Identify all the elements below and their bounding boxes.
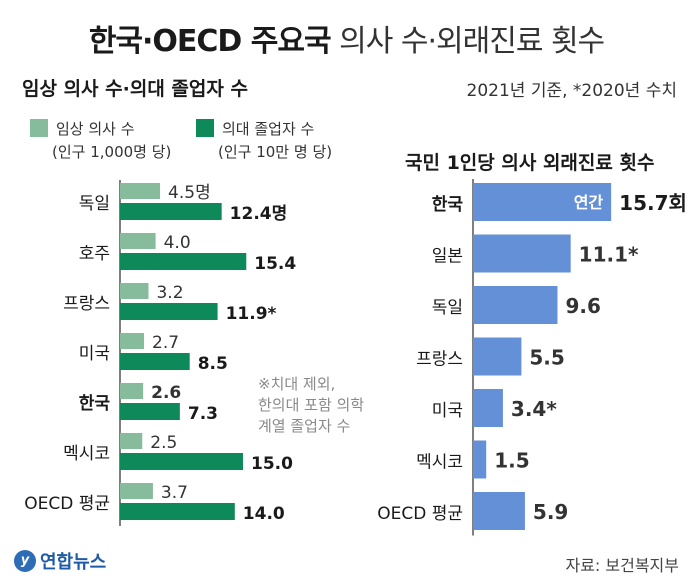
yonhap-logo: y 연합뉴스: [14, 548, 106, 574]
bar-doctors-label: 3.2: [156, 283, 183, 303]
right-category-label: 미국: [432, 401, 463, 421]
bar-graduates-label: 15.0: [251, 454, 293, 474]
bar-visits: [473, 286, 558, 324]
bar-doctors-label: 2.5: [150, 433, 177, 453]
bar-visits-label: 9.6: [565, 294, 600, 318]
logo-mark: y: [14, 550, 36, 572]
right-category-label: 멕시코: [416, 453, 463, 473]
left-category-label: OECD 평균: [24, 494, 110, 514]
source-note: 자료: 보건복지부: [565, 556, 679, 575]
bar-visits-label: 1.5: [494, 449, 529, 473]
bar-visits-label: 15.7회: [619, 191, 687, 215]
title-regular: 의사 수·외래진료 횟수: [339, 24, 605, 59]
bar-visits-label: 5.9: [533, 500, 568, 524]
footnote-line-2: 한의대 포함 의학: [258, 396, 365, 414]
bar-graduates: [120, 203, 222, 220]
left-category-label: 미국: [79, 344, 110, 364]
bar-doctors: [120, 433, 143, 449]
bar-graduates-label: 7.3: [188, 404, 218, 424]
bar-doctors: [120, 333, 145, 349]
basis-note: 2021년 기준, *2020년 수치: [466, 81, 677, 101]
bar-doctors: [120, 233, 156, 249]
legend-doctors-label: 임상 의사 수: [56, 120, 135, 138]
left-category-label: 독일: [79, 194, 110, 214]
bar-graduates: [120, 503, 235, 520]
bar-doctors: [120, 183, 161, 199]
legend-graduates-unit: (인구 10만 명 당): [218, 143, 333, 161]
right-category-label: OECD 평균: [377, 504, 463, 524]
right-category-label: 일본: [432, 247, 463, 267]
logo-name: 연합뉴스: [40, 552, 107, 573]
bar-visits: [473, 337, 522, 376]
bar-visits: [473, 183, 612, 221]
left-category-label: 호주: [79, 244, 110, 264]
legend-doctors-unit: (인구 1,000명 당): [52, 143, 172, 161]
bar-visits: [473, 492, 525, 530]
bar-graduates: [120, 403, 180, 420]
bar-visits-label: 11.1*: [579, 243, 639, 267]
left-category-label: 한국: [79, 394, 111, 414]
bar-graduates-label: 15.4: [254, 254, 296, 274]
right-category-label: 독일: [432, 298, 463, 318]
right-category-label: 한국: [432, 195, 464, 215]
legend-swatch-doctors: [30, 119, 48, 137]
bar-doctors-label: 4.0: [164, 233, 191, 253]
left-category-label: 프랑스: [63, 294, 110, 314]
footnote-line-1: ※치대 제외,: [258, 375, 336, 393]
left-category-label: 멕시코: [63, 444, 110, 464]
bar-visits: [473, 440, 487, 479]
bar-graduates: [120, 453, 243, 470]
bar-graduates: [120, 303, 218, 320]
bar-doctors-label: 3.7: [161, 483, 188, 503]
bar-graduates: [120, 253, 247, 270]
bar-doctors-label: 4.5명: [168, 183, 211, 203]
bar-doctors-label: 2.7: [152, 333, 179, 353]
footnote-line-3: 계열 졸업자 수: [258, 417, 351, 435]
bar-doctors: [120, 383, 144, 399]
bar-visits-label: 3.4*: [511, 397, 557, 421]
bar-visits: [473, 234, 571, 273]
legend-swatch-graduates: [196, 119, 214, 137]
bar-graduates-label: 8.5: [198, 354, 228, 374]
right-chart-title: 국민 1인당 의사 외래진료 횟수: [405, 152, 655, 174]
bar-doctors-label: 2.6: [151, 383, 181, 403]
bar-graduates-label: 12.4명: [230, 204, 288, 224]
bar-doctors: [120, 483, 153, 499]
legend-graduates-label: 의대 졸업자 수: [222, 120, 315, 138]
bar-visits: [473, 389, 503, 427]
bar-visits-label: 5.5: [529, 346, 564, 370]
bar-doctors: [120, 283, 149, 299]
bar-graduates-label: 11.9*: [226, 304, 277, 324]
bar-graduates-label: 14.0: [243, 504, 285, 524]
left-chart-title: 임상 의사 수·의대 졸업자 수: [22, 78, 248, 100]
footnote: ※치대 제외, 한의대 포함 의학 계열 졸업자 수: [258, 374, 364, 437]
right-category-label: 프랑스: [416, 350, 463, 370]
title-bold: 한국·OECD 주요국: [88, 24, 332, 59]
bar-graduates: [120, 353, 190, 370]
page-title: 한국·OECD 주요국 의사 수·외래진료 횟수: [0, 16, 693, 60]
bar-visits-inside-label: 연간: [574, 193, 604, 212]
